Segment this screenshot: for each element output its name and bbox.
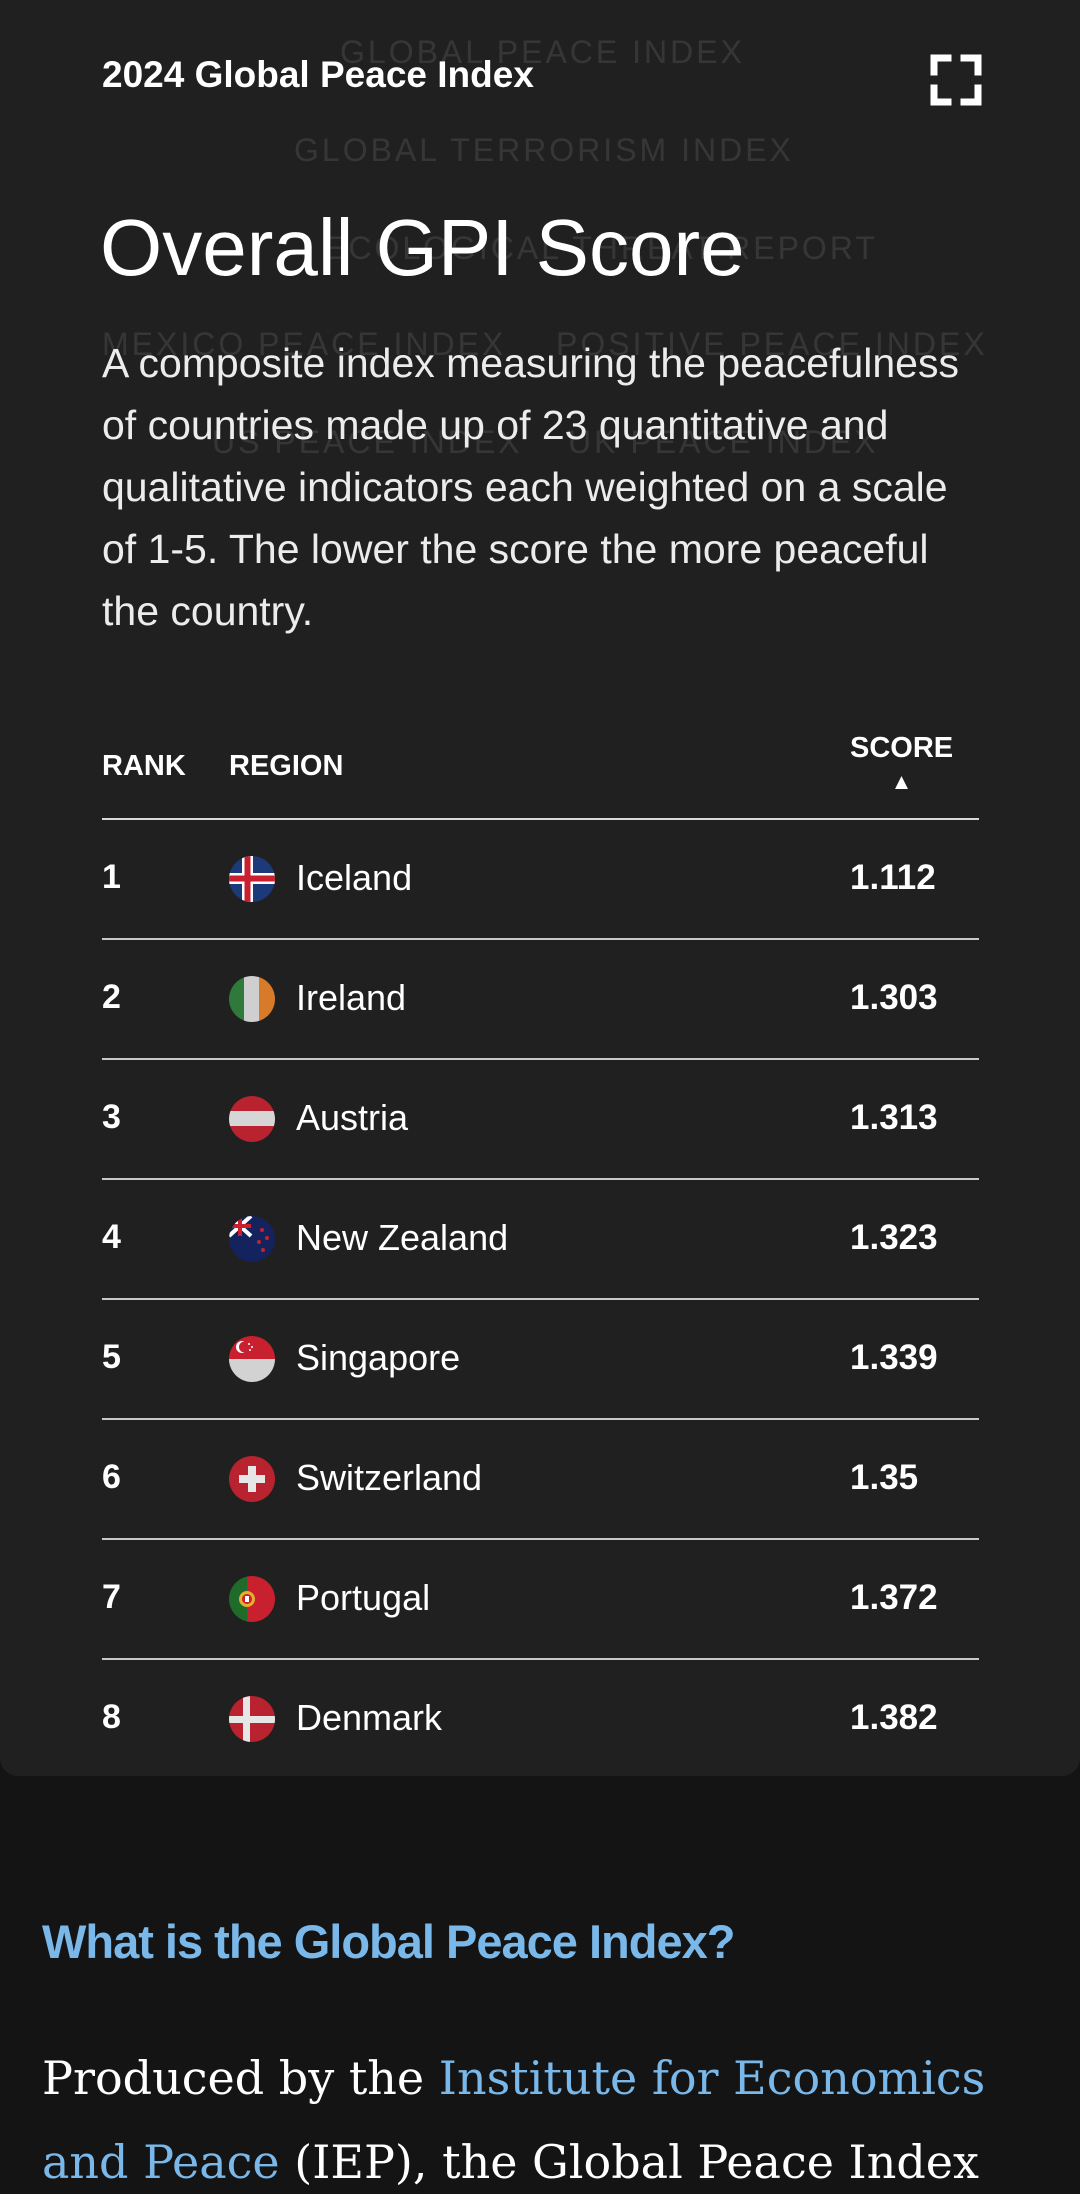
gpi-card: GLOBAL PEACE INDEX GLOBAL TERRORISM INDE…	[0, 0, 1080, 1776]
score-column-label: SCORE	[850, 732, 954, 764]
index-description: A composite index measuring the peaceful…	[102, 340, 959, 634]
region-cell: Portugal	[296, 1577, 431, 1618]
score-cell: 1.303	[850, 978, 938, 1017]
ranking-table: RANK REGION SCORE ▲ 1 Iceland 1.112	[102, 720, 979, 1776]
iceland-flag-icon	[229, 856, 275, 902]
section-heading: What is the Global Peace Index?	[42, 1915, 735, 1968]
score-cell: 1.112	[850, 858, 936, 897]
fullscreen-icon	[930, 54, 982, 106]
table-row[interactable]: 4 New Zealand 1.323	[102, 1180, 979, 1300]
score-cell: 1.339	[850, 1338, 938, 1377]
fullscreen-button[interactable]	[930, 54, 982, 106]
rank-cell: 5	[102, 1338, 121, 1376]
table-row[interactable]: 8 Denmark 1.382	[102, 1660, 979, 1776]
score-cell: 1.372	[850, 1578, 938, 1617]
denmark-flag-icon	[229, 1696, 275, 1742]
portugal-flag-icon	[229, 1576, 275, 1622]
score-cell: 1.35	[850, 1458, 919, 1497]
region-cell: Iceland	[296, 857, 413, 898]
sort-ascending-icon: ▲	[890, 769, 913, 794]
score-column-header[interactable]: SCORE ▲	[850, 732, 953, 795]
ireland-flag-icon	[229, 976, 275, 1022]
region-column-header[interactable]: REGION	[229, 750, 344, 782]
region-cell: Switzerland	[296, 1457, 483, 1498]
iep-link[interactable]: Institute for Economics and Peace	[42, 2051, 986, 2189]
table-header: RANK REGION SCORE ▲	[102, 720, 979, 820]
austria-flag-icon	[229, 1096, 275, 1142]
rank-cell: 4	[102, 1218, 121, 1256]
score-cell: 1.382	[850, 1698, 938, 1737]
rank-cell: 6	[102, 1458, 121, 1496]
table-row[interactable]: 1 Iceland 1.112	[102, 820, 979, 940]
card-title: 2024 Global Peace Index	[102, 54, 534, 95]
region-cell: Austria	[296, 1097, 409, 1138]
table-row[interactable]: 2 Ireland 1.303	[102, 940, 979, 1060]
rank-cell: 7	[102, 1578, 121, 1616]
table-row[interactable]: 5 Singapore 1.339	[102, 1300, 979, 1420]
page-title: Overall GPI Score	[100, 203, 745, 292]
table-row[interactable]: 6 Switzerland 1.35	[102, 1420, 979, 1540]
rank-column-header[interactable]: RANK	[102, 750, 186, 782]
region-cell: New Zealand	[296, 1217, 509, 1258]
new-zealand-flag-icon	[229, 1216, 275, 1262]
rank-cell: 1	[102, 858, 121, 896]
rank-cell: 2	[102, 978, 121, 1016]
table-row[interactable]: 7 Portugal 1.372	[102, 1540, 979, 1660]
paragraph-text: (IEP), the Global Peace Index (GPI) is t…	[294, 2135, 979, 2189]
region-cell: Ireland	[296, 977, 407, 1018]
region-cell: Denmark	[296, 1697, 443, 1738]
switzerland-flag-icon	[229, 1456, 275, 1502]
singapore-flag-icon	[229, 1336, 275, 1382]
score-cell: 1.323	[850, 1218, 938, 1257]
background-menu-item: GLOBAL TERRORISM INDEX	[294, 132, 794, 168]
rank-cell: 3	[102, 1098, 121, 1136]
score-cell: 1.313	[850, 1098, 938, 1137]
paragraph-text: Produced by the	[42, 2051, 439, 2105]
article-paragraph: Produced by the Institute for Economics …	[42, 2036, 1052, 2194]
table-row[interactable]: 3 Austria 1.313	[102, 1060, 979, 1180]
region-cell: Singapore	[296, 1337, 461, 1378]
rank-cell: 8	[102, 1698, 121, 1736]
